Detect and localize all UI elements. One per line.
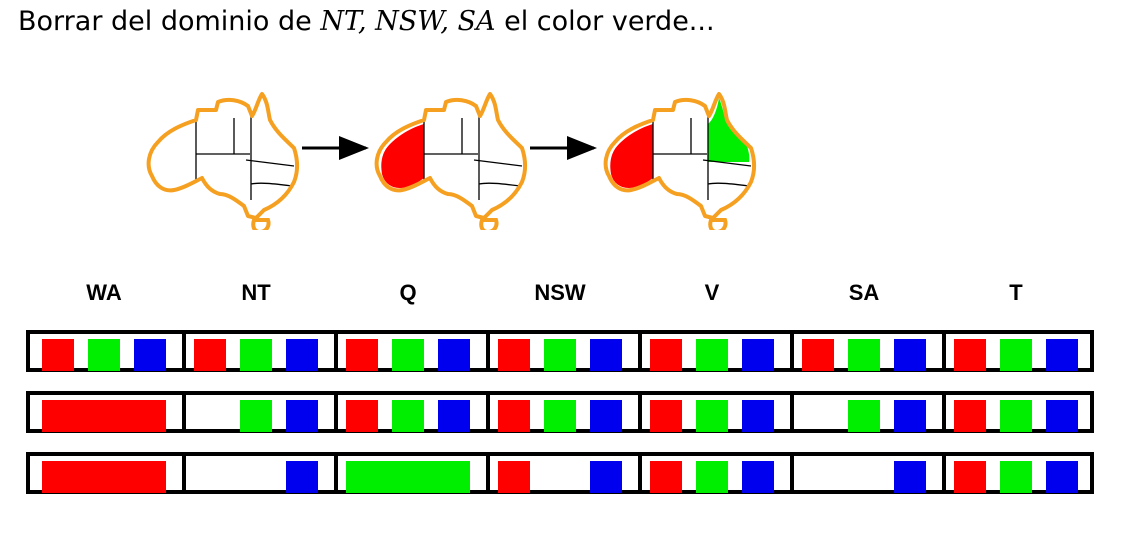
header-nt: NT <box>241 280 271 305</box>
red-swatch <box>802 339 834 371</box>
domain-row-1 <box>26 330 1094 372</box>
blue-swatch <box>438 400 470 432</box>
q-region-fill <box>708 98 750 162</box>
red-swatch <box>194 339 226 371</box>
red-swatch <box>650 461 682 493</box>
domain-cell-sa <box>790 456 944 493</box>
red-swatch <box>650 339 682 371</box>
tasmania-shape <box>708 218 728 230</box>
green-swatch <box>848 339 880 371</box>
assigned-red-swatch <box>42 400 166 432</box>
australia-map-initial <box>146 92 299 230</box>
green-swatch <box>696 400 728 432</box>
red-swatch <box>650 400 682 432</box>
blue-swatch <box>894 400 926 432</box>
assigned-green-swatch <box>346 461 470 493</box>
wa-region-fill <box>381 124 424 188</box>
domain-cell-t <box>942 456 1096 493</box>
green-swatch <box>848 400 880 432</box>
title-suffix: el color verde... <box>495 6 715 37</box>
blue-swatch <box>894 461 926 493</box>
blue-swatch <box>894 339 926 371</box>
red-swatch <box>954 339 986 371</box>
blue-swatch <box>590 461 622 493</box>
blue-swatch <box>438 339 470 371</box>
header-t: T <box>1009 280 1023 305</box>
domain-cell-v <box>638 456 792 493</box>
region-headers: WA NT Q NSW V SA T <box>26 280 1094 316</box>
blue-swatch <box>1046 339 1078 371</box>
domain-cell-v <box>638 395 792 432</box>
domain-cell-nt <box>182 395 336 432</box>
domain-cell-q <box>334 395 488 432</box>
domain-cell-nsw <box>486 456 640 493</box>
domain-cell-t <box>942 395 1096 432</box>
green-swatch <box>696 339 728 371</box>
green-swatch <box>392 339 424 371</box>
australia-map-wa-red-q-green <box>603 92 756 230</box>
header-v: V <box>704 280 720 305</box>
domain-cell-sa <box>790 395 944 432</box>
green-swatch <box>88 339 120 371</box>
red-swatch <box>42 339 74 371</box>
domain-cell-wa <box>30 395 180 432</box>
blue-swatch <box>590 400 622 432</box>
green-swatch <box>240 339 272 371</box>
green-swatch <box>696 461 728 493</box>
blue-swatch <box>286 461 318 493</box>
green-swatch <box>544 339 576 371</box>
domain-cell-nsw <box>486 395 640 432</box>
blue-swatch <box>286 400 318 432</box>
green-swatch <box>392 400 424 432</box>
green-swatch <box>1000 400 1032 432</box>
australia-map-wa-red <box>374 92 527 230</box>
green-swatch <box>240 400 272 432</box>
domain-cell-wa <box>30 456 180 493</box>
assigned-red-swatch <box>42 461 166 493</box>
domain-cell-q <box>334 456 488 493</box>
blue-swatch <box>590 339 622 371</box>
blue-swatch <box>742 400 774 432</box>
domain-cell-nt <box>182 456 336 493</box>
green-swatch <box>544 400 576 432</box>
maps-sequence <box>146 92 756 230</box>
title-prefix: Borrar del dominio de <box>18 6 321 37</box>
red-swatch <box>954 400 986 432</box>
blue-swatch <box>286 339 318 371</box>
red-swatch <box>498 400 530 432</box>
tasmania-shape <box>251 218 271 230</box>
green-swatch <box>1000 461 1032 493</box>
domain-cell-nsw <box>486 334 640 371</box>
wa-region-fill <box>610 124 653 188</box>
blue-swatch <box>742 461 774 493</box>
tasmania-shape <box>479 218 499 230</box>
domain-cell-nt <box>182 334 336 371</box>
domain-row-3 <box>26 452 1094 494</box>
blue-swatch <box>1046 461 1078 493</box>
header-wa: WA <box>86 280 122 305</box>
red-swatch <box>498 339 530 371</box>
domain-cell-q <box>334 334 488 371</box>
header-nsw: NSW <box>534 280 586 305</box>
domain-cell-wa <box>30 334 180 371</box>
red-swatch <box>498 461 530 493</box>
blue-swatch <box>134 339 166 371</box>
domain-cell-v <box>638 334 792 371</box>
domain-row-2 <box>26 391 1094 433</box>
green-swatch <box>1000 339 1032 371</box>
header-sa: SA <box>848 280 880 305</box>
blue-swatch <box>1046 400 1078 432</box>
title-variables: NT, NSW, SA <box>320 6 496 37</box>
blue-swatch <box>742 339 774 371</box>
slide-title: Borrar del dominio de NT, NSW, SA el col… <box>18 6 715 37</box>
red-swatch <box>346 400 378 432</box>
header-q: Q <box>399 280 417 305</box>
domain-cell-t <box>942 334 1096 371</box>
domain-cell-sa <box>790 334 944 371</box>
red-swatch <box>346 339 378 371</box>
red-swatch <box>954 461 986 493</box>
